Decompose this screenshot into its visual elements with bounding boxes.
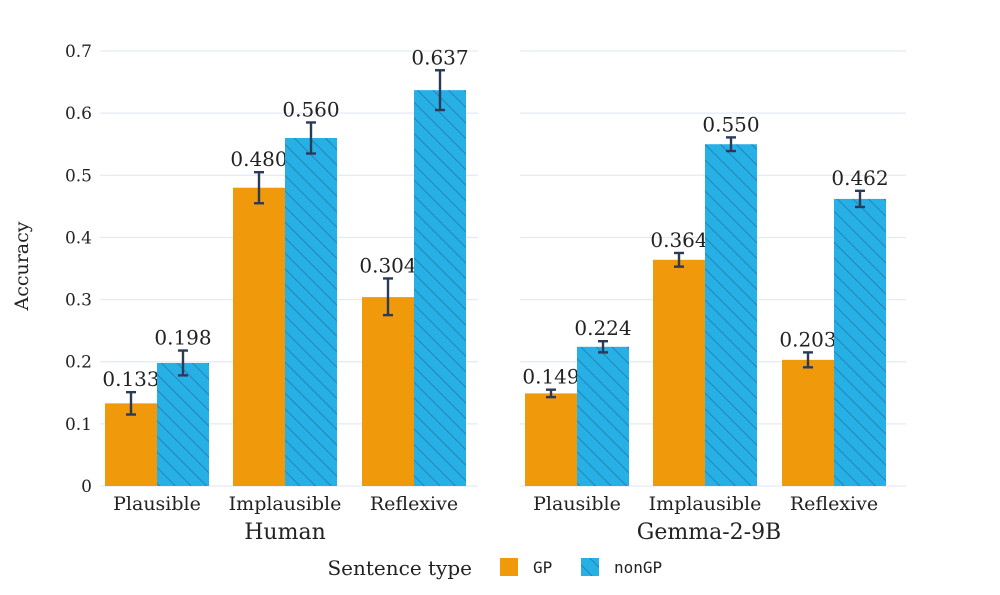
bar-gemma-2-9b-implausible-gp xyxy=(653,259,705,486)
y-tick-label: 0.1 xyxy=(65,415,92,435)
data-label: 0.224 xyxy=(574,316,631,340)
bars: 0.133 0.198 0.480 0.560 0.304 0.637 0.149 0.224… xyxy=(102,45,889,487)
bar-gemma-2-9b-reflexive-nongp xyxy=(834,198,886,486)
legend-title: Sentence type xyxy=(327,556,472,580)
panel-title-human: Human xyxy=(244,520,326,545)
bar-gemma-2-9b-reflexive-gp xyxy=(782,359,834,486)
category-labels: Plausible Implausible Reflexive Human Plausi… xyxy=(113,493,878,545)
data-label: 0.364 xyxy=(650,228,707,252)
y-tick-label: 0.2 xyxy=(65,353,92,373)
panel-title-gemma-2-9b: Gemma-2-9B xyxy=(637,520,781,545)
y-axis-ticks: 0 0.1 0.2 0.3 0.4 0.5 0.6 0.7 xyxy=(65,42,92,497)
bar-human-implausible-nongp xyxy=(285,138,337,486)
data-label: 0.480 xyxy=(230,147,287,171)
bar-human-reflexive-nongp xyxy=(414,90,466,487)
bar-human-plausible-nongp xyxy=(157,362,209,486)
y-tick-label: 0.3 xyxy=(65,291,92,311)
x-category-label: Reflexive xyxy=(370,493,458,515)
data-label: 0.637 xyxy=(411,45,468,69)
data-label: 0.550 xyxy=(702,112,759,136)
legend-swatch-gp xyxy=(500,558,518,576)
y-tick-label: 0 xyxy=(81,477,92,497)
bar-gemma-2-9b-plausible-nongp xyxy=(577,346,629,486)
x-category-label: Plausible xyxy=(533,493,621,515)
legend-item-gp: GP xyxy=(533,558,552,577)
bar-human-implausible-gp xyxy=(233,187,285,486)
x-category-label: Implausible xyxy=(229,493,342,515)
data-label: 0.203 xyxy=(779,327,836,351)
y-tick-label: 0.4 xyxy=(65,228,92,248)
legend: Sentence type GP nonGP xyxy=(327,556,662,580)
data-label: 0.133 xyxy=(102,367,159,391)
x-category-label: Reflexive xyxy=(790,493,878,515)
bar-human-plausible-gp xyxy=(105,403,157,486)
legend-item-nongp: nonGP xyxy=(614,558,662,577)
y-tick-label: 0.7 xyxy=(65,42,92,62)
bar-gemma-2-9b-plausible-gp xyxy=(525,393,577,486)
data-label: 0.149 xyxy=(522,365,579,389)
data-label: 0.560 xyxy=(282,97,339,121)
bar-gemma-2-9b-implausible-nongp xyxy=(705,144,757,486)
x-category-label: Plausible xyxy=(113,493,201,515)
bar-human-reflexive-gp xyxy=(362,297,414,486)
y-tick-label: 0.5 xyxy=(65,166,92,186)
legend-swatch-nongp xyxy=(581,558,599,576)
y-axis-label: Accuracy xyxy=(11,221,33,311)
x-category-label: Implausible xyxy=(649,493,762,515)
data-label: 0.198 xyxy=(154,326,211,350)
data-label: 0.304 xyxy=(359,253,416,277)
y-tick-label: 0.6 xyxy=(65,104,92,124)
data-label: 0.462 xyxy=(831,166,888,190)
